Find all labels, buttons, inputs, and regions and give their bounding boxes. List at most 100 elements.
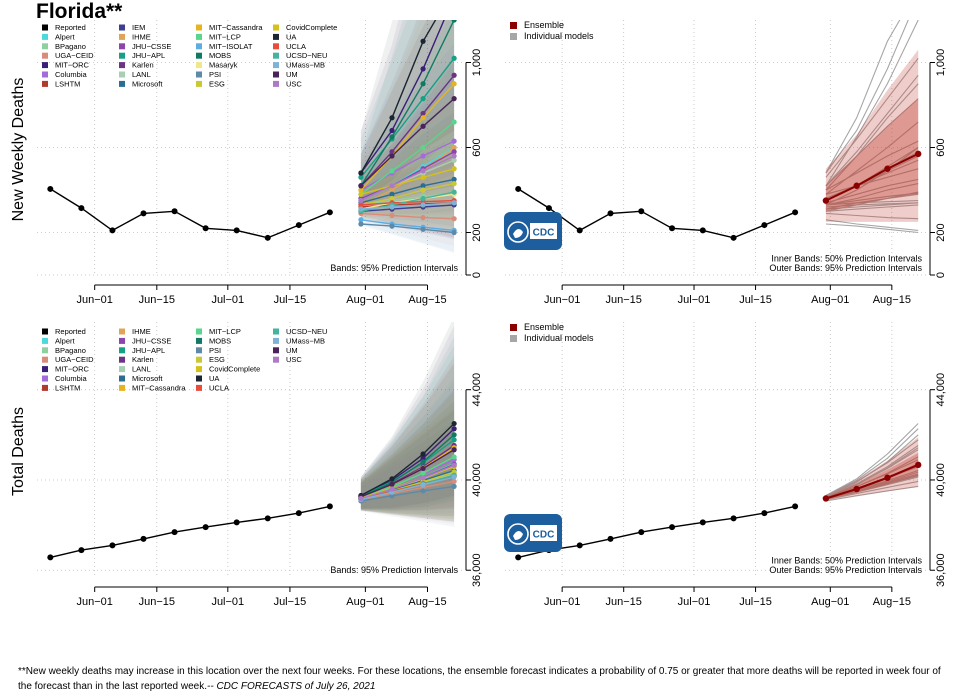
model-line <box>360 204 455 212</box>
x-tick-label: Aug−15 <box>873 596 911 608</box>
x-tick-label: Jul−01 <box>678 596 711 608</box>
forecast-figure: Jun−01 Jun−15 Jul−01 Jul−15 Aug−01 Aug−15 0 200… <box>10 20 947 608</box>
model-line <box>360 456 455 499</box>
x-tick-label: Aug−15 <box>873 294 911 306</box>
legend-label: UGA−CEID <box>55 355 94 364</box>
x-tick-label: Jun−15 <box>605 596 641 608</box>
legend-label: UM <box>286 346 298 355</box>
legend-label: Reported <box>55 23 86 32</box>
legend-swatch <box>273 52 279 59</box>
individual-model-line <box>825 212 919 220</box>
model-point <box>451 462 457 468</box>
legend-swatch <box>196 71 202 78</box>
prediction-band <box>360 207 455 253</box>
legend-label: Microsoft <box>132 79 163 88</box>
y-tick-label: 40,000 <box>471 463 483 497</box>
model-point <box>420 66 426 72</box>
legend-label: MIT−ORC <box>55 365 90 374</box>
legend-swatch <box>42 43 48 50</box>
legend-swatch <box>273 337 279 344</box>
legend-swatch <box>196 52 202 59</box>
prediction-band <box>360 77 455 217</box>
legend-label: UMass−MB <box>286 61 325 70</box>
cdc-logo-box-icon <box>530 223 557 239</box>
reported-point <box>140 535 147 542</box>
individual-model-line <box>825 20 909 174</box>
model-point <box>420 470 426 476</box>
model-point <box>420 226 426 232</box>
reported-point <box>730 515 737 522</box>
reported-point <box>47 185 54 192</box>
legend-swatch <box>273 80 279 87</box>
y-tick-label: 0 <box>471 272 483 278</box>
x-tick-label: Jun−15 <box>605 294 641 306</box>
reported-point <box>78 547 85 554</box>
bands-note: Bands: 95% Prediction Intervals <box>330 263 458 273</box>
x-tick-label: Aug−01 <box>346 294 384 306</box>
prediction-band <box>360 336 455 510</box>
legend-swatch <box>42 384 48 391</box>
model-point <box>451 176 457 182</box>
individual-model-line <box>825 202 919 210</box>
legend-swatch <box>273 71 279 78</box>
reported-point <box>699 227 706 234</box>
model-point <box>420 168 426 174</box>
reported-point <box>109 542 116 549</box>
reported-point <box>669 225 676 232</box>
model-line <box>360 168 455 195</box>
reported-point <box>515 554 522 561</box>
legend-swatch <box>119 33 125 40</box>
model-point <box>451 138 457 144</box>
model-point <box>389 481 395 487</box>
legend-swatch <box>196 347 202 354</box>
model-point <box>451 20 457 23</box>
reported-point <box>171 529 178 536</box>
model-point <box>451 447 457 453</box>
prediction-band <box>360 70 455 215</box>
legend-label: MIT−ISOLAT <box>209 42 253 51</box>
model-point <box>451 153 457 159</box>
legend-swatch <box>119 52 125 59</box>
footnote-source: -- CDC FORECASTS of July 26, 2021 <box>207 681 376 692</box>
x-tick-label: Jul−01 <box>211 596 244 608</box>
model-point <box>389 212 395 219</box>
ensemble-outer-band <box>825 49 919 222</box>
legend-swatch <box>119 366 125 373</box>
y-axis-title: Total Deaths <box>10 407 27 496</box>
model-line <box>360 140 455 191</box>
legend-swatch <box>42 375 48 382</box>
model-point <box>451 432 457 438</box>
legend-swatch <box>196 80 202 87</box>
model-point <box>389 195 395 202</box>
reported-point <box>607 210 614 217</box>
model-line <box>360 476 455 501</box>
reported-point <box>326 209 333 216</box>
model-point <box>389 149 395 155</box>
reported-point <box>202 524 209 531</box>
legend-swatch <box>273 43 279 50</box>
legend-label: LSHTM <box>55 79 80 88</box>
individual-model-line <box>825 456 919 499</box>
reported-point <box>264 234 271 241</box>
model-point <box>389 486 395 492</box>
reported-point <box>699 519 706 526</box>
reported-point <box>638 529 645 536</box>
cdc-logo-text: CDC <box>533 530 555 541</box>
reported-point <box>792 209 799 216</box>
model-point <box>451 437 457 443</box>
model-point <box>420 115 426 121</box>
model-point <box>358 183 364 189</box>
model-line <box>360 178 455 204</box>
reported-point <box>761 510 768 517</box>
individual-model-line <box>825 480 919 501</box>
legend-swatch <box>273 347 279 354</box>
model-point <box>389 493 395 499</box>
x-tick-label: Jun−01 <box>544 596 580 608</box>
ensemble-point <box>853 485 860 493</box>
individual-model-line <box>825 223 919 234</box>
model-point <box>451 181 457 187</box>
legend-label: USC <box>286 355 302 364</box>
model-line <box>360 121 455 195</box>
legend-swatch <box>42 347 48 354</box>
individual-model-line <box>825 178 919 204</box>
